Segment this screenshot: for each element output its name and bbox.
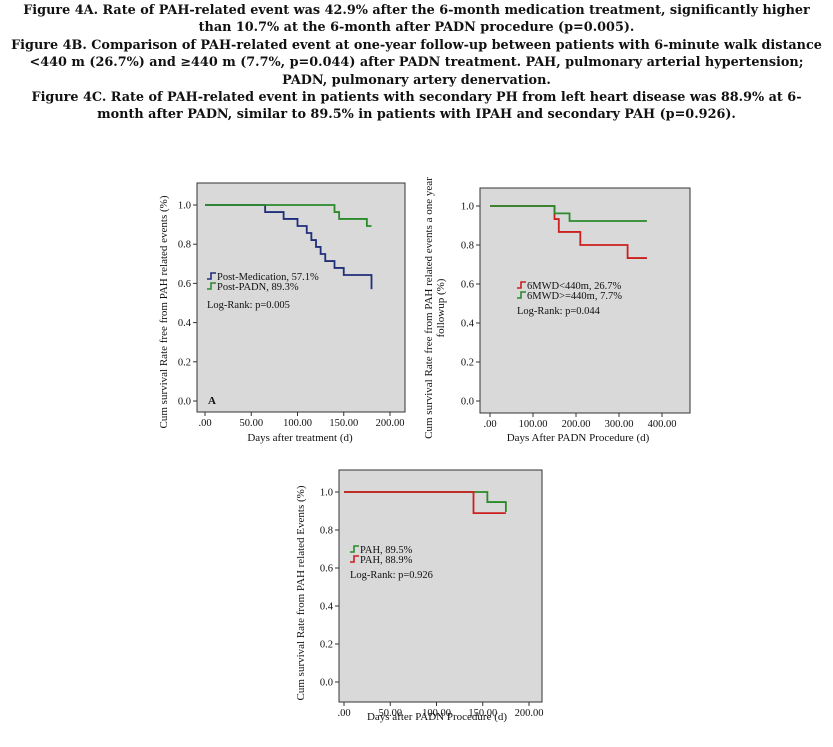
y-axis-label-line: Cum survival Rate free from PAH related … xyxy=(423,177,435,439)
legend-swatch xyxy=(517,291,526,299)
caption-4a: Figure 4A. Rate of PAH-related event was… xyxy=(23,3,810,36)
series-line-1 xyxy=(205,204,373,290)
x-tick-label: 50.00 xyxy=(239,418,263,429)
y-tick-label: 0.8 xyxy=(461,241,474,252)
legend-label: PAH, 89.5% xyxy=(360,545,413,556)
series-line-2 xyxy=(344,491,506,514)
plot-area xyxy=(196,182,406,413)
caption-4c: Figure 4C. Rate of PAH-related event in … xyxy=(31,90,802,123)
y-tick-label: 0.4 xyxy=(461,319,475,330)
y-tick-label: 0.4 xyxy=(178,318,192,329)
chart-panel-3: 0.0 0.2 0.4 0.6 0.8 1.0 .00 50.00 100.00 150.00 20… xyxy=(295,469,544,723)
y-tick-label: 0.6 xyxy=(320,564,333,575)
y-tick-label: 0.2 xyxy=(320,640,333,651)
x-tick-label: .00 xyxy=(483,419,496,430)
y-axis-label: Cum survival Rate free from PAH related … xyxy=(423,177,447,439)
chart-panel-1: 0.0 0.2 0.4 0.6 0.8 1.0 .00 50.00 100.00 150.00 20… xyxy=(158,182,406,444)
plot-area xyxy=(338,469,543,703)
x-tick-label: 150.00 xyxy=(468,708,497,719)
y-axis-label: Cum survival Rate free from PAH related … xyxy=(158,195,170,428)
x-tick-label: 50.00 xyxy=(378,708,402,719)
legend-swatch xyxy=(350,545,359,553)
figure-caption: Figure 4A. Rate of PAH-related event was… xyxy=(10,2,823,124)
y-axis-label: Cum survival Rate from PAH related Event… xyxy=(295,485,307,700)
y-tick-label: 0.6 xyxy=(461,280,474,291)
legend-swatch xyxy=(350,555,359,563)
log-rank-annotation: Log-Rank: p=0.926 xyxy=(350,570,433,581)
y-tick-label: 0.2 xyxy=(178,357,191,368)
y-tick-label: 1.0 xyxy=(461,202,474,213)
legend-label: Post-PADN, 89.3% xyxy=(217,282,299,293)
legend-label: Post-Medication, 57.1% xyxy=(217,272,319,283)
legend-label: PAH, 88.9% xyxy=(360,555,413,566)
y-tick-label: 0.0 xyxy=(461,397,474,408)
caption-4b: Figure 4B. Comparison of PAH-related eve… xyxy=(11,37,822,88)
y-tick-label: 0.6 xyxy=(178,279,191,290)
series-line-2 xyxy=(205,204,372,227)
x-tick-label: 400.00 xyxy=(648,419,677,430)
y-tick-label: 0.2 xyxy=(461,358,474,369)
plot-area xyxy=(479,187,691,414)
legend-swatch xyxy=(207,282,216,290)
y-tick-label: 1.0 xyxy=(320,488,333,499)
x-tick-label: 200.00 xyxy=(562,419,591,430)
x-axis-label: Days after treatment (d) xyxy=(247,432,353,444)
x-tick-label: 200.00 xyxy=(376,418,405,429)
panel-letter: A xyxy=(208,395,216,407)
log-rank-annotation: Log-Rank: p=0.005 xyxy=(207,300,290,311)
legend-label: 6MWD<440m, 26.7% xyxy=(527,281,622,292)
x-tick-label: .00 xyxy=(198,418,211,429)
x-tick-label: 100.00 xyxy=(422,708,451,719)
x-tick-label: 100.00 xyxy=(283,418,312,429)
x-tick-label: .00 xyxy=(337,708,350,719)
legend-swatch xyxy=(517,281,526,289)
x-axis-label: Days after PADN Procedure (d) xyxy=(367,711,507,723)
y-tick-label: 0.0 xyxy=(320,678,333,689)
chart-panel-2: 0.0 0.2 0.4 0.6 0.8 1.0 .00 100.00 200.00 300.00 4… xyxy=(423,177,691,444)
y-tick-label: 0.8 xyxy=(178,240,191,251)
series-line-2 xyxy=(490,205,647,222)
y-tick-label: 0.0 xyxy=(178,397,191,408)
x-tick-label: 300.00 xyxy=(605,419,634,430)
legend-label: 6MWD>=440m, 7.7% xyxy=(527,291,622,302)
x-tick-label: 200.00 xyxy=(515,708,544,719)
legend-swatch xyxy=(207,272,216,280)
x-axis-label: Days After PADN Procedure (d) xyxy=(507,432,650,444)
x-tick-label: 100.00 xyxy=(519,419,548,430)
x-tick-label: 150.00 xyxy=(329,418,358,429)
y-tick-label: 1.0 xyxy=(178,201,191,212)
y-tick-label: 0.4 xyxy=(320,602,334,613)
y-tick-label: 0.8 xyxy=(320,526,333,537)
y-axis-label-line: followup (%) xyxy=(435,278,447,337)
log-rank-annotation: Log-Rank: p=0.044 xyxy=(517,306,601,317)
